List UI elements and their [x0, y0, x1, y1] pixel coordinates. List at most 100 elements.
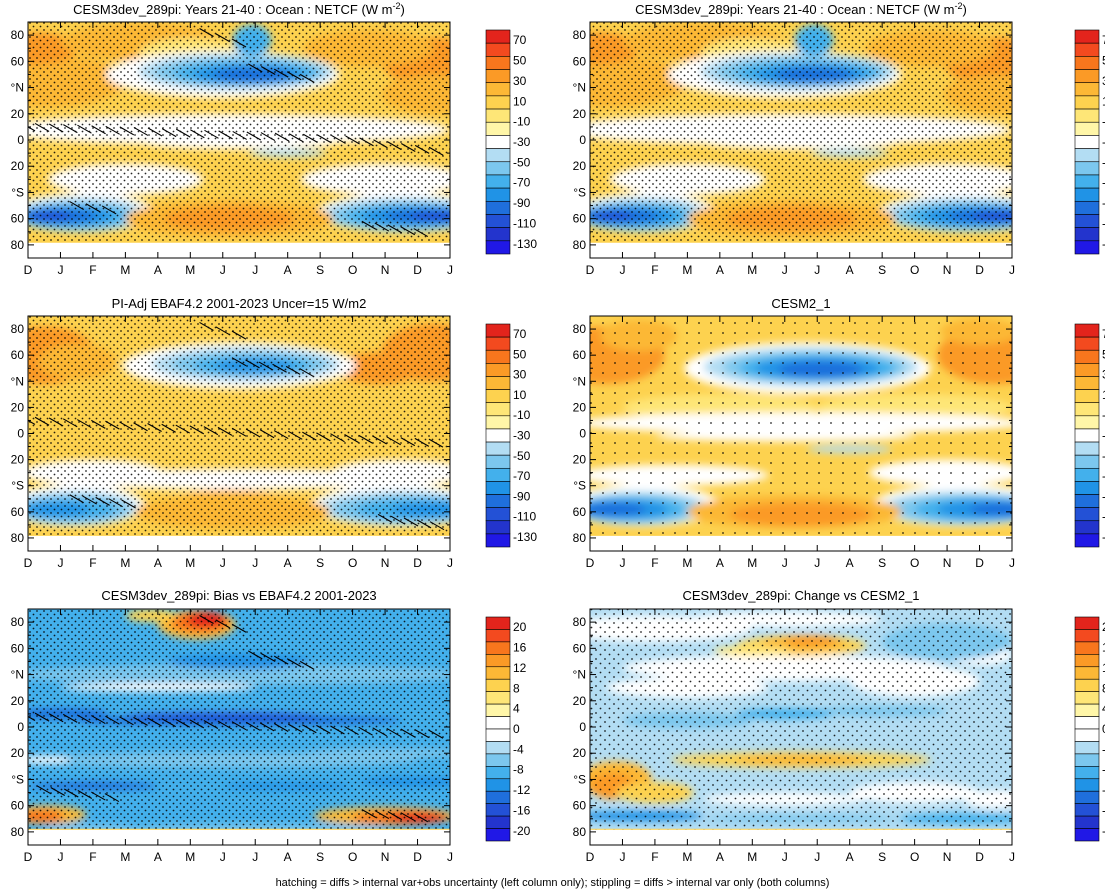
hatch-mark: [372, 727, 387, 737]
colorbar-label: 50: [513, 54, 527, 68]
colorbar-label: -130: [1102, 530, 1105, 544]
colorbar-swatch: [485, 174, 511, 189]
month-tick-label: J: [1009, 556, 1015, 570]
hatch-mark: [105, 420, 120, 430]
month-tick-label: M: [747, 850, 757, 864]
colorbar-label: -70: [513, 176, 531, 190]
hatch-mark: [189, 719, 205, 729]
month-tick-label: A: [284, 263, 292, 277]
colorbar-swatch: [1074, 336, 1100, 351]
month-tick-label: J: [1009, 263, 1015, 277]
hatch-mark: [133, 716, 148, 726]
hatch-mark: [203, 426, 219, 436]
colorbar-label: -16: [1102, 803, 1105, 817]
hatch-mark: [217, 426, 233, 436]
hatch-mark: [358, 434, 373, 444]
hatch-mark: [48, 713, 64, 723]
lat-tick-label: °S: [11, 185, 24, 199]
colorbar-swatch: [1074, 454, 1100, 469]
month-tick-label: J: [619, 263, 625, 277]
hatch-mark: [387, 811, 403, 821]
hatch-mark: [387, 224, 403, 234]
lat-tick-label: 20: [11, 107, 25, 121]
colorbar-swatch: [1074, 481, 1100, 495]
colorbar-swatch: [485, 161, 511, 176]
hatch-mark: [147, 127, 163, 137]
hatch-mark: [34, 712, 50, 722]
lat-tick-label: 20: [11, 453, 25, 467]
colorbar-label: 10: [513, 94, 527, 108]
hatch-mark: [77, 124, 92, 134]
colorbar-swatch: [1074, 533, 1100, 548]
month-tick-label: S: [316, 556, 324, 570]
month-tick-label: A: [716, 556, 724, 570]
colorbar-swatch: [485, 376, 511, 390]
month-tick-label: J: [782, 556, 788, 570]
hatch-mark: [85, 203, 101, 213]
colorbar-swatch: [1074, 323, 1100, 338]
month-tick-label: J: [220, 850, 226, 864]
hatch-mark: [119, 716, 134, 726]
colorbar-swatch: [485, 716, 511, 730]
hatch-mark: [105, 715, 120, 725]
colorbar-swatch: [485, 428, 511, 443]
colorbar-swatch: [1074, 641, 1100, 655]
lat-tick-label: 20: [11, 400, 25, 414]
hatch-mark: [359, 137, 374, 147]
colorbar-swatch: [485, 520, 511, 535]
colorbar-swatch: [485, 507, 511, 522]
colorbar-swatch: [1074, 121, 1100, 136]
hatch-mark: [133, 422, 148, 432]
colorbar-swatch: [485, 790, 511, 804]
month-tick-label: A: [846, 263, 854, 277]
colorbar-swatch: [485, 108, 511, 123]
colorbar-p2: 70 50 30 10 -10 -30 -50 -70 -90 -110 -130: [1074, 29, 1105, 255]
hatch-mark: [345, 135, 360, 145]
lat-tick-label: 20: [573, 746, 587, 760]
colorbar-swatch: [485, 666, 511, 680]
colorbar-label: 30: [513, 368, 527, 382]
colorbar-label: 8: [513, 681, 520, 695]
lat-tick-label: 60: [11, 54, 25, 68]
hatch-mark: [400, 226, 416, 236]
colorbar-label: -90: [513, 489, 531, 503]
hatch-mark: [413, 813, 429, 823]
hatch-mark: [245, 359, 260, 369]
hatch-mark: [361, 809, 377, 819]
lat-tick-label: 60: [573, 505, 587, 519]
colorbar-swatch: [1074, 29, 1100, 44]
hatch-mark: [387, 141, 402, 151]
colorbar-swatch: [1074, 741, 1100, 755]
colorbar-label: -12: [1102, 783, 1105, 797]
hatch-mark: [231, 357, 247, 367]
month-tick-label: M: [682, 850, 692, 864]
lat-tick-label: °N: [11, 374, 24, 388]
month-tick-label: F: [89, 556, 96, 570]
colorbar-label: 30: [513, 74, 527, 88]
hatch-mark: [286, 658, 302, 668]
colorbar-swatch: [1074, 507, 1100, 522]
hatch-mark: [303, 133, 318, 143]
colorbar-swatch: [1074, 349, 1100, 364]
colorbar-label: -90: [1102, 196, 1105, 210]
colorbar-swatch: [1074, 654, 1100, 668]
lat-tick-label: 80: [573, 28, 587, 42]
panel-title: CESM3dev_289pi: Years 21-40 : Ocean : NE…: [73, 1, 405, 17]
contour-field: [590, 609, 1012, 845]
month-tick-label: F: [651, 263, 658, 277]
colorbar-swatch: [485, 363, 511, 377]
colorbar-swatch: [1074, 778, 1100, 792]
colorbar-label: 4: [513, 702, 520, 716]
colorbar-swatch: [1074, 666, 1100, 680]
month-tick-label: O: [348, 850, 357, 864]
hatch-mark: [414, 144, 430, 154]
month-tick-label: S: [878, 263, 886, 277]
hatch-mark: [299, 73, 315, 83]
hatch-mark: [400, 143, 416, 152]
hatch-mark: [260, 66, 276, 75]
lat-tick-label: 80: [573, 531, 587, 545]
colorbar-swatch: [1074, 389, 1100, 404]
colorbar-label: -30: [1102, 429, 1105, 443]
colorbar-label: 0: [1102, 722, 1105, 736]
colorbar-swatch: [485, 728, 511, 742]
